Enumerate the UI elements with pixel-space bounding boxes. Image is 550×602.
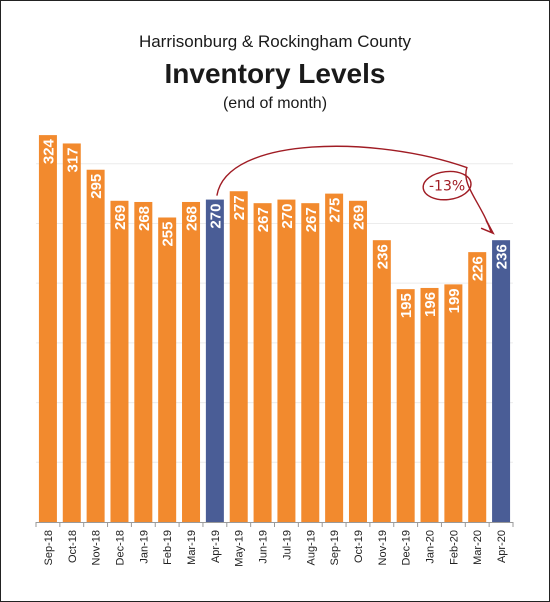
bar-nov-19	[372, 240, 391, 522]
bar-nov-18	[86, 169, 105, 522]
bar-jun-19	[253, 203, 272, 522]
bar-aug-19	[301, 203, 320, 522]
data-label: 268	[136, 206, 153, 231]
tick-label: Sep-18	[43, 530, 55, 565]
tick-label: Nov-19	[377, 530, 389, 565]
bar-dec-18	[110, 200, 129, 522]
data-label: 270	[207, 204, 224, 229]
data-label: 317	[64, 147, 81, 172]
data-label: 267	[303, 207, 320, 232]
data-label: 255	[160, 222, 177, 247]
chart-title: Harrisonburg & Rockingham County	[138, 32, 412, 51]
bar-oct-19	[348, 200, 367, 522]
tick-label: May-19	[234, 530, 246, 567]
data-label: 270	[279, 204, 296, 229]
bar-oct-18	[62, 143, 81, 522]
bar-apr-20	[492, 240, 511, 522]
annotation-label: -13%	[429, 179, 465, 195]
annotation-arrowhead	[480, 219, 495, 235]
tick-label: Mar-19	[186, 530, 198, 565]
tick-label: Feb-20	[448, 530, 460, 565]
data-label: 226	[470, 256, 487, 281]
tick-label: Apr-20	[496, 530, 508, 563]
tick-label: Nov-18	[91, 530, 103, 565]
tick-label: Oct-19	[353, 530, 365, 563]
tick-label: Aug-19	[305, 530, 317, 565]
tick-label: Oct-18	[67, 530, 79, 563]
annotation-arc	[216, 145, 492, 233]
annotation-circle	[422, 170, 472, 201]
bar-mar-20	[468, 252, 487, 523]
data-label: 269	[112, 205, 129, 230]
data-label: 277	[231, 195, 248, 220]
bar-jan-20	[420, 287, 439, 522]
data-label: 324	[40, 138, 57, 164]
tick-label: Dec-18	[114, 530, 126, 565]
data-label: 195	[398, 293, 415, 318]
tick-label: Apr-19	[210, 530, 222, 563]
data-label: 236	[494, 244, 511, 269]
data-label: 269	[350, 205, 367, 230]
chart-note: (end of month)	[222, 95, 328, 112]
data-label: 295	[88, 174, 105, 199]
data-label: 267	[255, 207, 272, 232]
tick-label: Jun-19	[258, 530, 270, 564]
tick-label: Jan-20	[425, 530, 437, 564]
data-label: 236	[374, 244, 391, 269]
chart-subtitle: Inventory Levels	[164, 58, 386, 89]
tick-label: Dec-19	[401, 530, 413, 565]
data-label: 268	[184, 206, 201, 231]
bar-sep-18	[38, 135, 57, 522]
data-label: 275	[327, 198, 344, 223]
tick-label: Jan-19	[138, 530, 150, 564]
data-label: 199	[446, 288, 463, 313]
tick-label: Mar-20	[472, 530, 484, 565]
bar-sep-19	[325, 193, 344, 522]
tick-label: Feb-19	[162, 530, 174, 565]
bar-feb-19	[158, 217, 177, 522]
tick-label: Sep-19	[329, 530, 341, 565]
bar-may-19	[229, 191, 248, 522]
data-label: 196	[422, 292, 439, 317]
bar-mar-19	[182, 201, 201, 522]
bar-dec-19	[396, 289, 415, 522]
bar-apr-19	[205, 199, 224, 522]
tick-label: Jul-19	[281, 530, 293, 560]
bar-feb-20	[444, 284, 463, 522]
bar-jan-19	[134, 201, 153, 522]
bar-jul-19	[277, 199, 296, 522]
